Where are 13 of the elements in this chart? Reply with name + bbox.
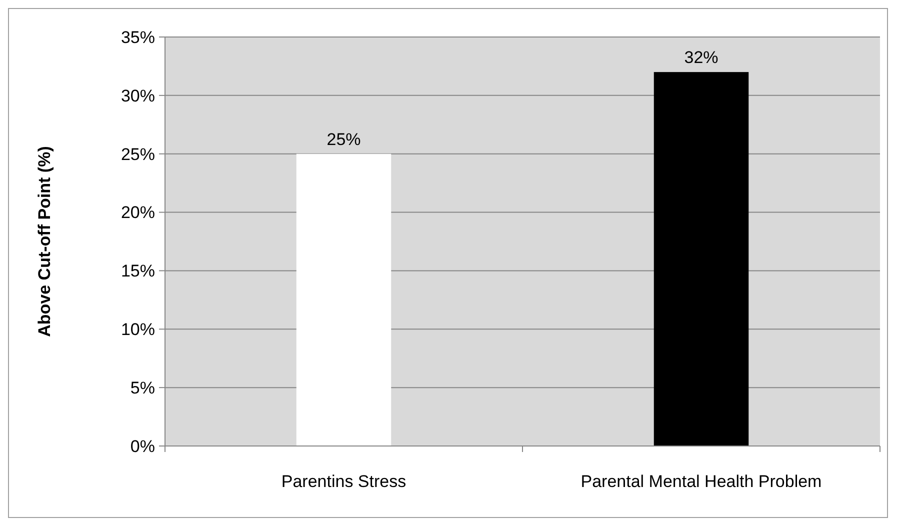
y-tick-label: 10%: [120, 320, 155, 340]
data-label: 25%: [326, 130, 361, 149]
y-tick-label: 35%: [120, 28, 155, 47]
x-tick-label: Parentins Stress: [281, 472, 406, 491]
y-tick-label: 15%: [120, 262, 155, 281]
y-tick-label: 30%: [120, 86, 155, 106]
data-label: 32%: [684, 48, 718, 68]
y-tick-label: 20%: [120, 203, 155, 222]
y-tick-label: 5%: [130, 378, 155, 398]
x-tick-label: Parental Mental Health Problem: [580, 472, 822, 491]
y-tick-label: 0%: [130, 436, 155, 456]
y-tick-label: 25%: [120, 144, 155, 164]
y-axis-title: Above Cut-off Point (%): [35, 146, 54, 337]
